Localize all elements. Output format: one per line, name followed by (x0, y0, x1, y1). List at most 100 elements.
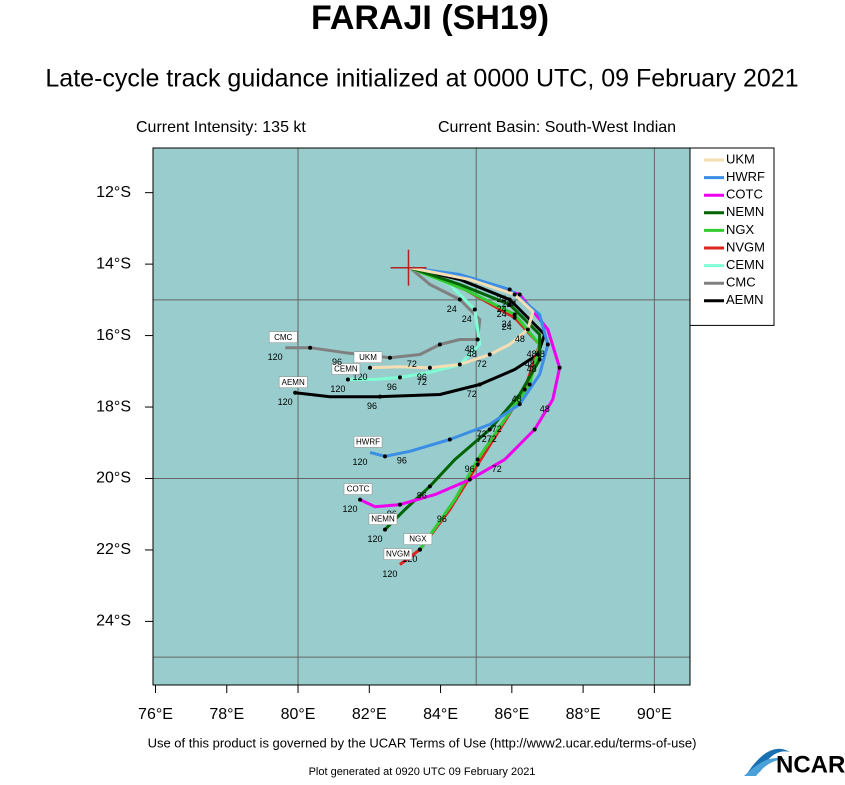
intensity: Current Intensity: 135 kt (136, 119, 306, 136)
tau-label: 96 (387, 382, 397, 392)
track-name: CMC (274, 333, 292, 342)
legend-label: NVGM (726, 239, 765, 254)
track-name: CEMN (334, 365, 358, 374)
legend-label: NGX (726, 222, 755, 237)
legend-label: COTC (726, 187, 763, 202)
track-line (369, 266, 550, 458)
tau-label: 72 (467, 389, 477, 399)
track-point (475, 337, 480, 342)
track-point (382, 454, 387, 459)
tau-label: 120 (352, 457, 367, 467)
track-point (472, 307, 477, 312)
track-point (475, 462, 480, 467)
y-tick-label: 18°S (96, 398, 131, 415)
y-tick-label: 24°S (96, 613, 131, 630)
x-tick-label: 90°E (637, 706, 672, 723)
map-frame (152, 147, 691, 686)
track-name: AEMN (282, 378, 305, 387)
track-point (537, 357, 542, 362)
tau-label: 96 (367, 401, 377, 411)
track-point (358, 497, 363, 502)
basin: Current Basin: South-West Indian (438, 119, 676, 136)
x-tick-label: 84°E (423, 706, 458, 723)
tau-label: 48 (535, 349, 545, 359)
tau-label: 72 (487, 434, 497, 444)
track-point (457, 362, 462, 367)
x-tick-label: 86°E (494, 706, 529, 723)
track-point (427, 365, 432, 370)
track-name: UKM (359, 353, 377, 362)
track-point (517, 292, 522, 297)
tau-label: 48 (467, 349, 477, 359)
ncar-logo: NCAR (744, 748, 845, 778)
legend-label: AEMN (726, 292, 764, 307)
track-point (377, 394, 382, 399)
legend-label: CMC (726, 275, 756, 290)
tau-label: 48 (465, 344, 475, 354)
tau-label: 120 (330, 384, 345, 394)
logo-text: NCAR (776, 751, 845, 778)
track-name: NEMN (371, 515, 395, 524)
track-line (383, 266, 542, 531)
tau-label: 24 (497, 309, 507, 319)
track-line (295, 266, 547, 399)
track-name-box (353, 436, 383, 448)
track-point (475, 457, 480, 462)
track-point (345, 377, 350, 382)
track-point (507, 302, 512, 307)
track-point (437, 342, 442, 347)
track-line (285, 266, 482, 360)
tau-label: 24 (447, 304, 457, 314)
tau-label: 72 (407, 359, 417, 369)
tau-label: 24 (502, 319, 512, 329)
track-name-box (278, 376, 308, 388)
x-tick-label: 88°E (566, 706, 601, 723)
tau-label: 96 (332, 357, 342, 367)
track-point (487, 427, 492, 432)
tau-label: 72 (477, 359, 487, 369)
track-point (532, 427, 537, 432)
footer: Use of this product is governed by the U… (148, 735, 697, 750)
track-name: COTC (347, 485, 370, 494)
track-name-box (343, 483, 373, 495)
tau-label: 24 (497, 294, 507, 304)
legend: UKM HWRF COTC NEMN NGX NVGM CEMN CMC AEMN (689, 147, 775, 326)
x-tick-label: 80°E (281, 706, 316, 723)
logo-swoosh (744, 758, 786, 776)
track-name: NGX (409, 535, 427, 544)
track-point (557, 365, 562, 370)
tau-label: 24 (502, 322, 512, 332)
track-point (447, 437, 452, 442)
track-point (545, 342, 550, 347)
track-point (512, 312, 517, 317)
track-point (397, 502, 402, 507)
chart-subtitle: Late-cycle track guidance initialized at… (45, 65, 798, 93)
tau-label: 72 (492, 424, 502, 434)
track-point (525, 327, 530, 332)
tau-label: 120 (367, 534, 382, 544)
tau-label: 48 (512, 394, 522, 404)
track-line (369, 266, 535, 370)
track-name-box (331, 363, 361, 375)
track-name-box (383, 548, 413, 560)
y-tick-label: 22°S (96, 541, 131, 558)
track-point (477, 382, 482, 387)
chart-title: FARAJI (SH19) (311, 0, 549, 37)
track-point (522, 387, 527, 392)
track-point (507, 287, 512, 292)
tau-label: 120 (352, 372, 367, 382)
tau-label: 48 (527, 364, 537, 374)
track-point (427, 484, 432, 489)
track-name-box (353, 351, 383, 363)
x-tick-label: 82°E (352, 706, 387, 723)
tau-label: 120 (343, 504, 358, 514)
track-name-box (268, 331, 298, 343)
tau-label: 48 (540, 404, 550, 414)
y-tick-label: 14°S (96, 255, 131, 272)
legend-label: NEMN (726, 204, 764, 219)
track-name: NVGM (386, 550, 410, 559)
track-point (397, 375, 402, 380)
track-point (512, 315, 517, 320)
track-point (527, 382, 532, 387)
